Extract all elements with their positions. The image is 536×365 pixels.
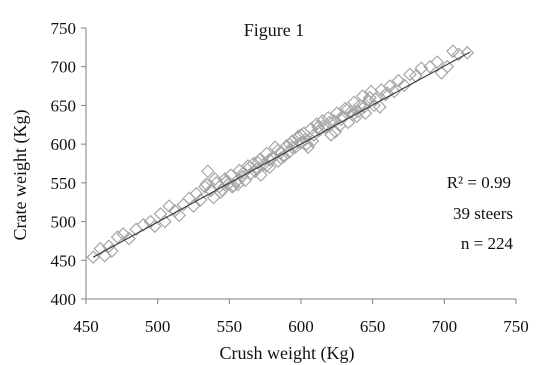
data-point [345,107,360,122]
x-tick-label: 450 [73,317,99,336]
y-tick-label: 450 [51,251,77,270]
data-point [460,45,475,60]
data-point [305,134,320,148]
data-point [324,128,338,142]
x-tick-label: 500 [145,317,171,336]
y-tick-label: 650 [51,96,77,115]
data-point [274,151,288,165]
figure-title: Figure 1 [244,20,305,40]
data-point [391,73,406,88]
data-point [225,179,240,194]
data-point [383,79,397,93]
data-point [116,227,131,241]
data-point [451,47,466,62]
data-point [291,129,305,144]
trendline [92,51,471,258]
data-point [414,61,429,76]
y-tick-label: 400 [51,290,77,309]
data-point [259,158,274,173]
steers-annotation: 39 steers [453,204,513,223]
data-point [262,160,277,175]
data-point [136,217,151,232]
data-point [334,112,348,127]
data-point [357,100,371,114]
x-axis-ticks: 450 500 550 600 650 700 750 [73,299,529,336]
data-point [193,193,208,207]
y-tick-label: 550 [51,174,77,193]
data-point [122,231,136,246]
data-point [299,137,314,151]
data-point [380,86,394,100]
data-point [285,140,300,155]
data-point [248,164,262,179]
data-point [189,186,204,201]
y-tick-label: 750 [51,19,77,38]
data-point [362,90,377,105]
data-point [351,104,366,119]
n-annotation: n = 224 [461,234,514,253]
x-tick-label: 600 [288,317,314,336]
data-point [282,145,297,159]
data-point [397,78,412,93]
y-tick-label: 600 [51,135,77,154]
y-tick-label: 500 [51,213,77,232]
data-point [254,168,268,182]
data-point [236,165,251,180]
r-squared-annotation: R² = 0.99 [447,173,511,192]
data-point [340,103,354,117]
data-point [311,120,326,134]
x-tick-label: 550 [217,317,243,336]
y-tick-label: 700 [51,58,77,77]
y-axis-ticks: 400 450 500 550 600 650 700 750 [51,19,86,309]
data-point [199,177,214,192]
data-point [208,172,222,186]
data-point [304,121,318,136]
x-tick-label: 700 [432,317,458,336]
y-axis-title: Crate weight (Kg) [10,110,31,241]
data-point [440,59,455,74]
data-point [162,199,176,213]
data-point [294,128,308,142]
data-point [102,239,116,254]
data-point [232,163,247,178]
data-point [157,214,172,229]
data-point [328,124,343,139]
data-point [372,100,387,114]
x-tick-label: 650 [360,317,386,336]
data-point [200,164,215,179]
x-axis-title: Crush weight (Kg) [220,343,355,364]
data-point [110,230,125,244]
data-point [147,219,162,234]
x-tick-label: 750 [503,317,529,336]
data-point [262,152,277,167]
data-point [430,55,445,69]
data-point [172,208,187,223]
